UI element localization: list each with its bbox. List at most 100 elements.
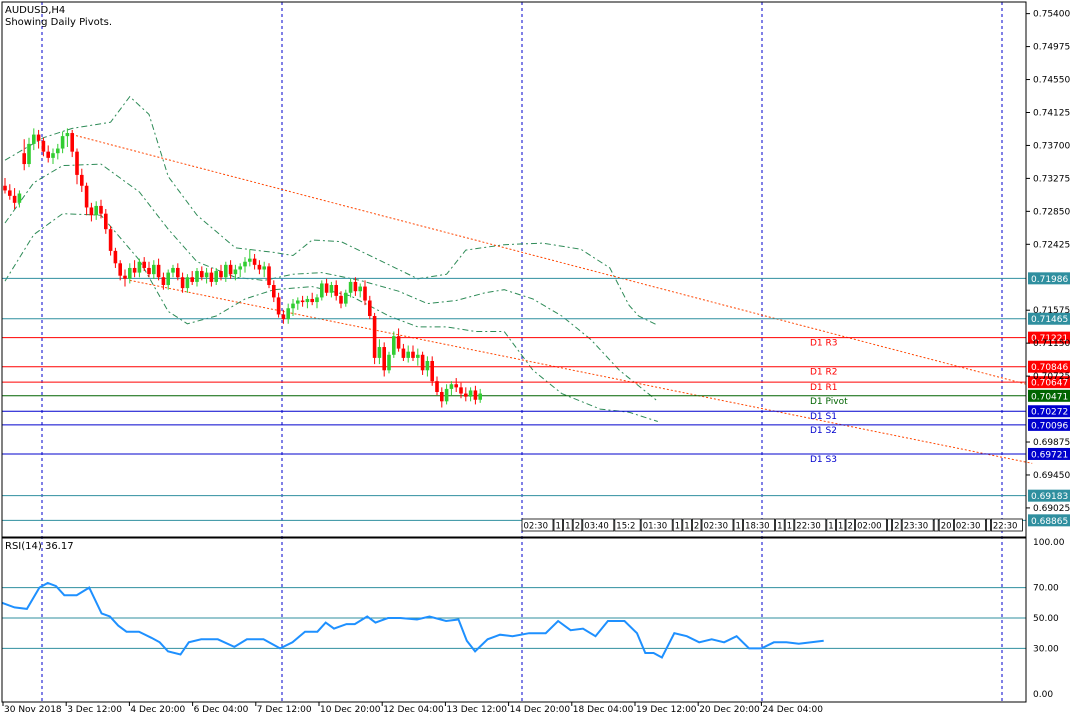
candle-body-84 [406,351,410,358]
session-tag-17: 1 [838,522,843,532]
candle-body-80 [387,354,391,371]
candle-body-87 [420,354,425,371]
price-tick-label-1: 0.74975 [1033,43,1070,53]
level-tag-bg-3 [1028,360,1070,373]
candle-body-77 [372,316,377,358]
level-tag-bg-2 [1028,331,1070,344]
candle-body-81 [392,336,396,355]
time-tick-label-4: 7 Dec 12:00 [257,705,312,715]
candle-body-48 [233,269,238,275]
level-tag-8: 0.69721 [1031,450,1068,460]
candle-body-75 [363,286,367,301]
session-tag-0: 02:30 [524,522,549,532]
session-tag-box-2 [563,518,573,532]
level-tag-bg-1 [1028,312,1070,325]
candle-body-50 [243,261,247,267]
candle-body-73 [353,281,358,292]
candle-body-41 [200,271,204,278]
session-tag-13: 1 [777,522,782,532]
candle-body-29 [142,261,146,268]
level-label-6: D1 S1 [810,412,837,422]
session-tag-box-15 [794,518,827,532]
level-tag-5: 0.70471 [1031,392,1068,402]
candle-body-88 [425,360,430,371]
candle-body-78 [377,347,382,358]
session-tag-box-16 [826,518,836,532]
session-tag-19: 02:00 [857,522,882,532]
trend-line-0 [72,134,1033,387]
candle-body-38 [185,277,190,289]
session-tag-box-3 [572,518,583,532]
session-tag-1: 1 [556,522,561,532]
candle-body-37 [180,277,185,289]
candle-body-28 [137,261,142,273]
candle-body-23 [113,250,118,264]
bollinger-upper [4,95,659,326]
session-tag-box-8 [682,518,692,532]
candle-body-66 [320,283,324,298]
candle-body-82 [396,336,401,349]
session-tag-box-13 [775,518,785,532]
candle-body-9 [46,151,50,158]
rsi-frame [1,537,1027,703]
candle-body-59 [286,308,290,320]
candle-body-35 [171,267,175,273]
time-tick-label-5: 10 Dec 20:00 [320,705,381,715]
time-tick-label-0: 30 Nov 2018 [4,705,62,715]
session-tag-box-1 [553,518,564,532]
session-tag-11: 1 [736,522,741,532]
candle-body-31 [152,264,156,275]
candle-body-6 [32,134,36,144]
level-tag-3: 0.70846 [1031,363,1068,373]
candle-body-90 [435,381,439,393]
candle-body-79 [382,347,386,371]
session-tag-box-19 [855,518,887,532]
candle-body-61 [296,300,300,304]
candle-body-45 [219,271,223,278]
candle-body-86 [416,354,420,358]
time-tick-label-7: 13 Dec 12:00 [446,705,507,715]
session-tag-box-22 [901,518,934,532]
candle-body-3 [17,193,22,203]
candle-body-89 [430,360,434,382]
session-tag-10: 02:30 [704,522,729,532]
session-tag-24: 20 [941,522,952,532]
level-tag-4: 0.70647 [1031,379,1068,389]
candle-body-10 [51,153,55,158]
time-tick-label-11: 20 Dec 20:00 [699,705,760,715]
candle-body-17 [84,185,89,208]
candle-body-71 [344,292,348,304]
candle-body-26 [128,267,132,279]
session-tag-box-25 [954,518,986,532]
session-tag-box-10 [701,518,734,532]
candle-body-83 [401,348,406,358]
level-tag-bg-10 [1028,514,1070,527]
session-tag-6: 01:30 [643,522,668,532]
candle-body-13 [65,133,70,137]
price-tick-label-6: 0.72850 [1033,207,1070,217]
session-tag-box-11 [733,518,744,532]
candle-body-39 [190,277,194,282]
session-tag-box-7 [672,518,683,532]
candle-body-22 [108,229,113,251]
candle-body-60 [291,303,295,309]
level-label-8: D1 S3 [810,455,837,465]
candle-body-14 [70,133,74,152]
level-tag-bg-6 [1028,405,1070,418]
candle-body-85 [411,351,415,358]
candle-body-19 [94,205,98,216]
candle-body-0 [3,185,7,191]
candle-body-5 [27,143,31,165]
level-label-7: D1 S2 [810,426,837,436]
candle-body-42 [204,272,209,278]
candle-body-99 [478,393,482,400]
session-tag-2: 1 [565,522,570,532]
candle-body-21 [104,213,108,230]
session-tag-14: 1 [787,522,792,532]
level-tag-bg-0 [1028,272,1070,285]
candle-body-4 [22,153,26,165]
rsi-tick-label-3: 30.00 [1033,644,1059,654]
time-tick-label-9: 18 Dec 04:00 [573,705,634,715]
session-tag-4: 03:40 [584,522,609,532]
